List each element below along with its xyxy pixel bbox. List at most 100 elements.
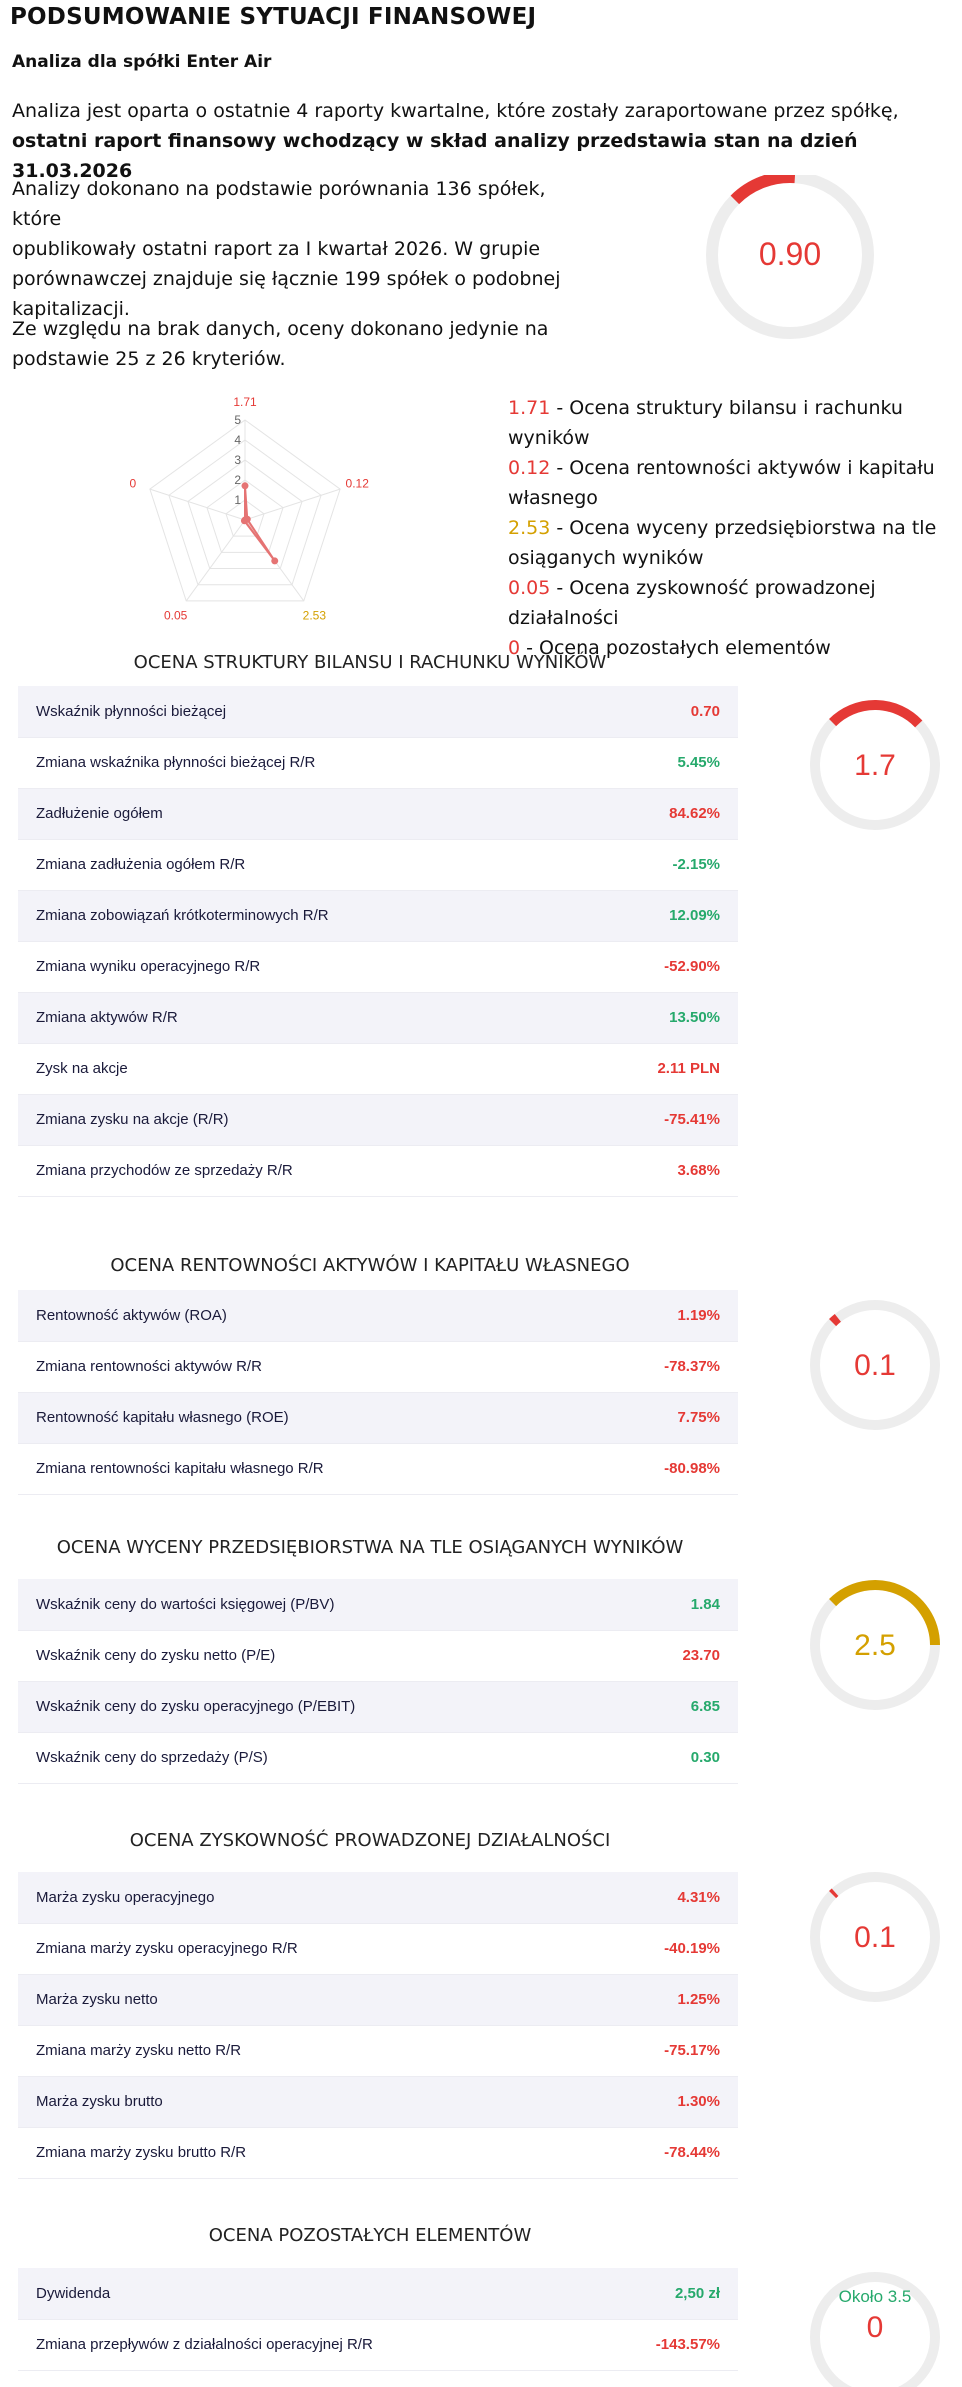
metric-value: -75.17% — [587, 2025, 738, 2077]
table-row: Zmiana przepływów z działalności operacy… — [18, 2319, 738, 2371]
section-title-operations: OCENA ZYSKOWNOŚĆ PROWADZONEJ DZIAŁALNOŚC… — [129, 1830, 611, 1851]
radar-scale-tick: 3 — [234, 453, 241, 467]
metric-value: -52.90% — [589, 941, 738, 993]
intro-line: Analizy dokonano na podstawie porównania… — [12, 178, 546, 230]
metric-label: Rentowność kapitału własnego (ROE) — [18, 1392, 598, 1444]
section-title-valuation: OCENA WYCENY PRZEDSIĘBIORSTWA NA TLE OSI… — [56, 1537, 684, 1558]
table-row: Zmiana rentowności kapitału własnego R/R… — [18, 1443, 738, 1495]
gauge-arc — [730, 175, 796, 205]
metric-label: Marża zysku brutto — [18, 2076, 588, 2128]
gauge-track — [810, 1300, 940, 1430]
table-row: Zmiana wyniku operacyjnego R/R -52.90% — [18, 941, 738, 993]
legend-item: 0 - Ocena pozostałych elementów — [508, 633, 958, 663]
radar-grid-ring — [187, 459, 303, 570]
operations-gauge: 0.1 — [810, 1872, 940, 2002]
legend-score: 1.71 — [508, 397, 551, 419]
profitability-assets-gauge: 0.1 — [810, 1300, 940, 1430]
metric-value: 3.68% — [589, 1145, 738, 1197]
gauge-arc — [829, 1580, 940, 1646]
table-row: Zmiana marży zysku brutto R/R -78.44% — [18, 2127, 738, 2179]
gauge-value: 2.5 — [854, 1629, 896, 1662]
table-row: Zmiana wskaźnika płynności bieżącej R/R 5… — [18, 737, 738, 789]
metric-label: Zmiana aktywów R/R — [18, 992, 590, 1044]
metric-label: Wskaźnik płynności bieżącej — [18, 686, 590, 738]
radar-axis-label: 2.53 — [303, 608, 327, 622]
metric-value: 7.75% — [597, 1392, 738, 1444]
metric-value: -2.15% — [589, 839, 738, 891]
metric-label: Zmiana rentowności aktywów R/R — [18, 1341, 598, 1393]
intro-line: Ze względu na brak danych, oceny dokonan… — [12, 318, 549, 340]
legend-label: - Ocena rentowności aktywów i kapitału — [550, 457, 935, 479]
metric-label: Dywidenda — [18, 2268, 603, 2320]
radar-grid-ring — [206, 479, 284, 553]
radar-scale-tick: 1 — [234, 493, 241, 507]
gauge-track — [810, 2272, 940, 2387]
metric-label: Rentowność aktywów (ROA) — [18, 1290, 598, 1342]
table-row: Zmiana zysku na akcje (R/R) -75.41% — [18, 1094, 738, 1146]
other-elements-gauge: Około 3.5 0 — [810, 2272, 940, 2387]
table-row: Marża zysku operacyjnego 4.31% — [18, 1872, 738, 1924]
table-row: Dywidenda 2,50 zł — [18, 2268, 738, 2320]
gauge-track — [810, 1872, 940, 2002]
gauge-caption: Około 3.5 — [839, 2287, 912, 2306]
metric-value: 1.25% — [587, 1974, 738, 2026]
metric-label: Zmiana wyniku operacyjnego R/R — [18, 941, 590, 993]
metric-label: Zmiana marży zysku operacyjnego R/R — [18, 1923, 588, 1975]
section-title-profitability-assets: OCENA RENTOWNOŚCI AKTYWÓW I KAPITAŁU WŁA… — [110, 1255, 630, 1276]
gauge-arc — [829, 1313, 842, 1327]
gauge-value: 0 — [867, 2311, 884, 2344]
table-row: Zmiana aktywów R/R 13.50% — [18, 992, 738, 1044]
radar-axis — [244, 488, 341, 521]
metric-value: -78.37% — [597, 1341, 738, 1393]
metric-value: -75.41% — [589, 1094, 738, 1146]
table-row: Rentowność aktywów (ROA) 1.19% — [18, 1290, 738, 1342]
gauge-value: 0.1 — [854, 1349, 896, 1382]
metric-label: Wskaźnik ceny do zysku netto (P/E) — [18, 1630, 637, 1682]
table-row: Zmiana zobowiązań krótkoterminowych R/R 1… — [18, 890, 738, 942]
table-row: Marża zysku brutto 1.30% — [18, 2076, 738, 2128]
balance-score-gauge: 1.7 — [810, 700, 940, 830]
legend-label: - Ocena wyceny przedsiębiorstwa na tle — [550, 517, 937, 539]
metric-value: 13.50% — [589, 992, 738, 1044]
legend-label: - Ocena zyskowność prowadzonej działalno… — [508, 577, 876, 629]
table-row: Zmiana przychodów ze sprzedaży R/R 3.68% — [18, 1145, 738, 1197]
legend-label: własnego — [508, 487, 598, 509]
table-row: Zmiana marży zysku operacyjnego R/R -40.1… — [18, 1923, 738, 1975]
metric-label: Marża zysku operacyjnego — [18, 1872, 588, 1924]
table-row: Zadłużenie ogółem 84.62% — [18, 788, 738, 840]
metric-value: 1.30% — [587, 2076, 738, 2128]
metric-value: 2,50 zł — [602, 2268, 738, 2320]
metric-label: Zmiana przychodów ze sprzedaży R/R — [18, 1145, 590, 1197]
table-row: Rentowność kapitału własnego (ROE) 7.75% — [18, 1392, 738, 1444]
table-row: Wskaźnik ceny do wartości księgowej (P/B… — [18, 1579, 738, 1631]
intro-line: porównawczej znajduje się łącznie 199 sp… — [12, 268, 561, 290]
table-row: Zmiana rentowności aktywów R/R -78.37% — [18, 1341, 738, 1393]
metric-value: 2.11 PLN — [589, 1043, 738, 1095]
legend-score: 0.05 — [508, 577, 551, 599]
metric-label: Zmiana marży zysku brutto R/R — [18, 2127, 588, 2179]
metric-label: Zmiana zobowiązań krótkoterminowych R/R — [18, 890, 590, 942]
metric-value: -78.44% — [587, 2127, 738, 2179]
radar-grid-ring — [168, 439, 322, 586]
gauge-value: 0.1 — [854, 1921, 896, 1954]
intro-paragraph-1: Analiza jest oparta o ostatnie 4 raporty… — [12, 96, 947, 186]
radar-series — [243, 485, 276, 562]
radar-axis-label: 1.71 — [233, 395, 257, 409]
valuation-table: Wskaźnik ceny do wartości księgowej (P/B… — [18, 1579, 738, 1784]
radar-axis-label: 0.12 — [346, 477, 370, 491]
metric-label: Zmiana rentowności kapitału własnego R/R — [18, 1443, 598, 1495]
radar-grid-ring — [149, 419, 341, 602]
metric-label: Zmiana zadłużenia ogółem R/R — [18, 839, 590, 891]
legend-label: osiąganych wyników — [508, 547, 704, 569]
page-title: PODSUMOWANIE SYTUACJI FINANSOWEJ — [10, 4, 537, 30]
radar-point — [271, 557, 279, 565]
metric-value: -143.57% — [602, 2319, 738, 2371]
metric-value: -40.19% — [587, 1923, 738, 1975]
metric-label: Zmiana marży zysku netto R/R — [18, 2025, 588, 2077]
radar-axis-label: 0.05 — [164, 608, 188, 622]
table-row: Wskaźnik ceny do sprzedaży (P/S) 0.30 — [18, 1732, 738, 1784]
intro-line: opublikowały ostatni raport za I kwartał… — [12, 238, 541, 260]
legend-score: 2.53 — [508, 517, 551, 539]
radar-axis — [149, 488, 246, 521]
section-title-other: OCENA POZOSTAŁYCH ELEMENTÓW — [208, 2225, 532, 2246]
